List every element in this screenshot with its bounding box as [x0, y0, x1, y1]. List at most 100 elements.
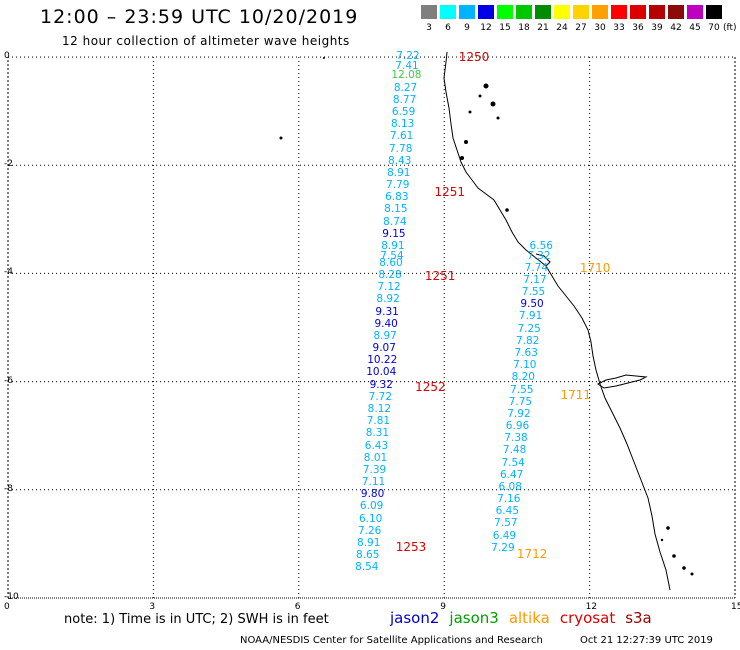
- wave-height-value: 7.26: [358, 526, 381, 537]
- wave-height-value: 10.22: [367, 355, 397, 366]
- wave-height-value: 7.55: [522, 287, 545, 298]
- pass-time-label: 1711: [561, 389, 592, 401]
- wave-height-value: 8.13: [391, 119, 414, 130]
- wave-height-value: 9.31: [375, 307, 398, 318]
- island: [479, 95, 482, 98]
- wave-height-value: 6.96: [506, 421, 529, 432]
- satellite-legend: jason2 jason3 altika cryosat s3a: [390, 609, 662, 627]
- wave-height-value: 7.17: [523, 275, 546, 286]
- wave-height-value: 8.60: [379, 258, 402, 269]
- wave-height-value: 7.92: [507, 409, 530, 420]
- wave-height-value: 8.20: [512, 372, 535, 383]
- coastline: [444, 52, 670, 590]
- legend-item-altika: altika: [509, 609, 550, 627]
- wave-height-value: 8.91: [357, 538, 380, 549]
- island: [666, 526, 670, 530]
- wave-height-value: 7.91: [519, 311, 542, 322]
- wave-height-value: 12.08: [391, 70, 421, 81]
- wave-height-value: 8.28: [378, 270, 401, 281]
- wave-height-value: 7.61: [390, 131, 413, 142]
- wave-height-value: 8.74: [383, 217, 406, 228]
- island: [280, 137, 283, 140]
- island: [323, 57, 325, 59]
- wave-height-value: 7.57: [494, 518, 517, 529]
- wave-height-value: 7.63: [515, 348, 538, 359]
- wave-height-value: 7.48: [503, 445, 526, 456]
- wave-height-value: 7.32: [527, 251, 550, 262]
- wave-height-value: 7.54: [501, 458, 524, 469]
- y-tick-label: -6: [4, 376, 13, 386]
- wave-height-value: 8.77: [393, 95, 416, 106]
- wave-height-value: 6.45: [496, 506, 519, 517]
- island: [672, 554, 676, 558]
- wave-height-value: 8.91: [387, 168, 410, 179]
- island: [464, 140, 468, 144]
- x-tick-label: 0: [4, 602, 10, 612]
- pass-time-label: 1252: [415, 381, 446, 393]
- y-tick-label: -10: [4, 592, 19, 602]
- footer-credit: NOAA/NESDIS Center for Satellite Applica…: [240, 635, 543, 646]
- footer-timestamp: Oct 21 12:27:39 UTC 2019: [580, 635, 713, 646]
- wave-height-value: 9.50: [520, 299, 543, 310]
- wave-height-value: 6.43: [365, 441, 388, 452]
- legend-item-s3a: s3a: [625, 609, 652, 627]
- pass-time-label: 1250: [459, 51, 490, 63]
- wave-height-value: 7.82: [516, 336, 539, 347]
- wave-height-value: 7.16: [497, 494, 520, 505]
- wave-height-value: 7.11: [362, 477, 385, 488]
- wave-height-value: 6.08: [499, 482, 522, 493]
- wave-height-value: 7.72: [369, 392, 392, 403]
- wave-height-value: 6.09: [360, 501, 383, 512]
- wave-height-value: 7.12: [377, 282, 400, 293]
- wave-height-value: 9.40: [374, 319, 397, 330]
- wave-height-value: 7.25: [517, 324, 540, 335]
- wave-height-value: 10.04: [366, 367, 396, 378]
- x-tick-label: 6: [295, 602, 301, 612]
- wave-height-value: 8.65: [356, 550, 379, 561]
- island: [484, 84, 489, 89]
- legend-item-jason3: jason3: [449, 609, 498, 627]
- wave-height-value: 8.54: [355, 562, 378, 573]
- wave-height-value: 8.97: [373, 331, 396, 342]
- wave-height-value: 9.32: [370, 380, 393, 391]
- wave-height-value: 6.47: [500, 470, 523, 481]
- wave-height-value: 9.80: [361, 489, 384, 500]
- x-tick-label: 15: [731, 602, 740, 612]
- wave-height-value: 7.75: [509, 397, 532, 408]
- island: [661, 539, 663, 541]
- wave-height-value: 8.15: [384, 204, 407, 215]
- y-tick-label: 0: [4, 51, 10, 61]
- wave-height-value: 8.27: [394, 83, 417, 94]
- coastline-bay: [598, 375, 646, 388]
- island: [691, 573, 694, 576]
- wave-height-value: 6.49: [493, 531, 516, 542]
- pass-time-label: 1710: [580, 262, 611, 274]
- pass-time-label: 1712: [517, 548, 548, 560]
- pass-time-label: 1253: [396, 541, 427, 553]
- wave-height-value: 8.43: [388, 156, 411, 167]
- island: [497, 117, 500, 120]
- wave-height-value: 8.01: [364, 453, 387, 464]
- wave-height-value: 6.83: [385, 192, 408, 203]
- wave-height-value: 7.74: [525, 263, 548, 274]
- islands: [280, 57, 694, 576]
- coastline-main: [444, 52, 670, 590]
- island: [460, 156, 464, 160]
- pass-time-label: 1251: [435, 186, 466, 198]
- wave-height-value: 9.07: [373, 343, 396, 354]
- island: [682, 566, 686, 570]
- wave-height-value: 8.92: [376, 294, 399, 305]
- wave-height-value: 9.15: [382, 229, 405, 240]
- wave-height-value: 7.38: [504, 433, 527, 444]
- map-note: note: 1) Time is in UTC; 2) SWH is in fe…: [64, 612, 329, 627]
- wave-height-value: 7.10: [513, 360, 536, 371]
- wave-height-value: 8.12: [368, 404, 391, 415]
- wave-height-value: 7.39: [363, 465, 386, 476]
- x-tick-label: 3: [149, 602, 155, 612]
- pass-time-label: 1251: [425, 270, 456, 282]
- wave-height-value: 8.31: [366, 428, 389, 439]
- y-tick-label: -2: [4, 159, 13, 169]
- wave-height-value: 7.29: [491, 543, 514, 554]
- wave-height-value: 7.81: [367, 416, 390, 427]
- wave-height-value: 6.59: [392, 107, 415, 118]
